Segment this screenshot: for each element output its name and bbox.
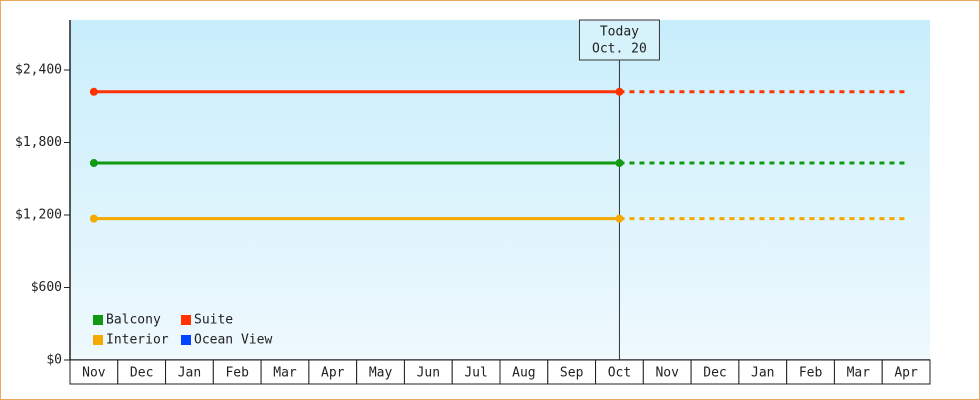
x-tick-label: Dec bbox=[703, 366, 726, 381]
legend-label: Interior bbox=[106, 333, 169, 348]
price-dot bbox=[615, 214, 624, 223]
x-tick-box bbox=[212, 359, 262, 385]
x-tick-label: Feb bbox=[225, 366, 249, 381]
price-dot bbox=[615, 87, 624, 96]
x-tick-box bbox=[117, 359, 167, 385]
x-tick-label: Jul bbox=[464, 366, 487, 381]
x-tick-box bbox=[642, 359, 692, 385]
x-tick-label: Jan bbox=[751, 366, 774, 381]
x-tick-box bbox=[595, 359, 644, 385]
x-tick-label: Jun bbox=[417, 366, 440, 381]
price-dot bbox=[615, 159, 624, 168]
legend-label: Balcony bbox=[106, 313, 161, 328]
y-tick-label: $0 bbox=[46, 353, 62, 368]
x-tick-label: Nov bbox=[655, 366, 679, 381]
today-date: Oct. 20 bbox=[592, 42, 647, 57]
x-tick-box bbox=[499, 359, 549, 385]
y-tick-label: $2,400 bbox=[15, 63, 62, 78]
price-dot bbox=[89, 159, 98, 168]
price-dot bbox=[89, 87, 98, 96]
x-tick-box bbox=[786, 359, 835, 385]
x-tick-label: Dec bbox=[130, 366, 153, 381]
today-box bbox=[578, 19, 660, 61]
y-tick-label: $1,200 bbox=[15, 208, 62, 223]
x-tick-label: Mar bbox=[847, 366, 871, 381]
legend-label: Ocean View bbox=[194, 333, 272, 348]
legend-swatch bbox=[93, 335, 103, 345]
x-tick-box bbox=[403, 359, 453, 385]
x-tick-box bbox=[881, 359, 931, 385]
x-tick-label: Nov bbox=[82, 366, 106, 381]
x-tick-box bbox=[738, 359, 788, 385]
x-tick-label: Aug bbox=[512, 366, 535, 381]
x-tick-label: Feb bbox=[799, 366, 823, 381]
x-tick-box bbox=[260, 359, 310, 385]
x-tick-label: Sep bbox=[560, 366, 584, 381]
y-tick-label: $1,800 bbox=[15, 135, 62, 150]
x-tick-box bbox=[69, 359, 119, 385]
y-tick-label: $600 bbox=[31, 280, 62, 295]
legend-label: Suite bbox=[194, 313, 233, 328]
x-tick-box bbox=[165, 359, 214, 385]
plot-area bbox=[70, 20, 930, 360]
legend-swatch bbox=[93, 315, 103, 325]
x-tick-label: Oct bbox=[608, 366, 631, 381]
x-tick-label: Apr bbox=[894, 366, 918, 381]
x-tick-label: Jan bbox=[178, 366, 201, 381]
legend-swatch bbox=[181, 335, 191, 345]
x-tick-label: May bbox=[369, 366, 393, 381]
x-tick-label: Apr bbox=[321, 366, 345, 381]
legend-swatch bbox=[181, 315, 191, 325]
today-label: Today bbox=[600, 25, 639, 40]
x-tick-label: Mar bbox=[273, 366, 297, 381]
price-dot bbox=[89, 214, 98, 223]
